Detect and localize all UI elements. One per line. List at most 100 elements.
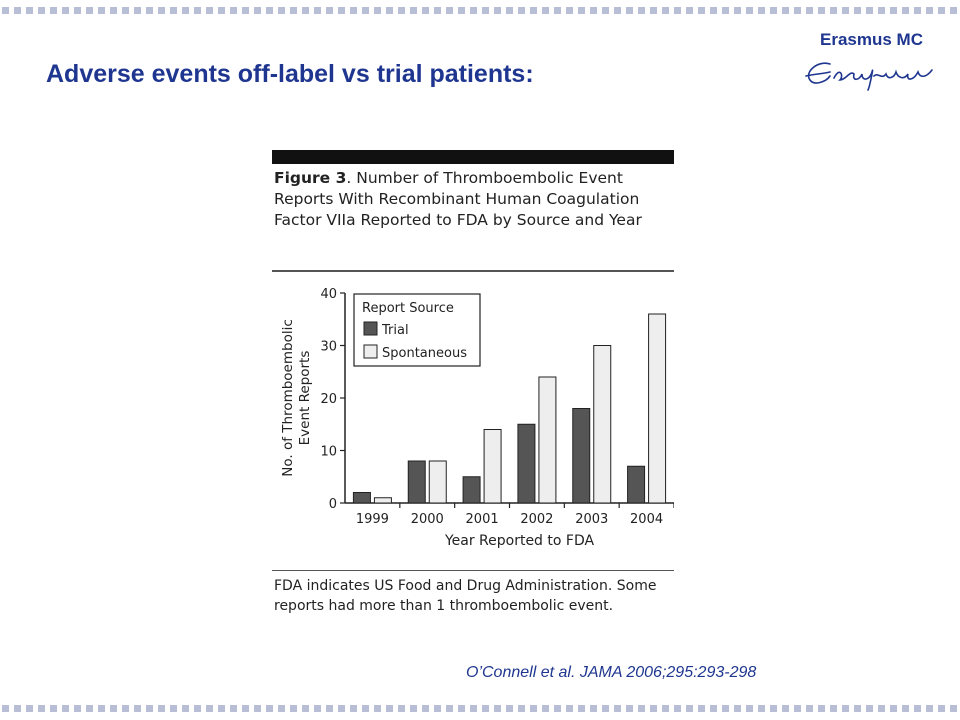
x-tick-label: 2003 [575, 512, 608, 527]
bar-trial-2003 [572, 408, 591, 504]
border-dot [170, 705, 177, 712]
border-dot [386, 705, 393, 712]
border-dot [530, 7, 537, 14]
bar-spontaneous-2003 [593, 345, 612, 504]
border-dot [638, 7, 645, 14]
border-dot [854, 705, 861, 712]
y-tick-label: 30 [320, 340, 337, 355]
border-dot [98, 7, 105, 14]
bar-spontaneous-1999 [373, 497, 392, 504]
border-dot [674, 705, 681, 712]
border-dot [302, 7, 309, 14]
border-dot [434, 7, 441, 14]
x-tick-label: 2004 [630, 512, 663, 527]
border-dot [74, 7, 81, 14]
border-dot [794, 7, 801, 14]
border-dot [206, 705, 213, 712]
border-dot [470, 7, 477, 14]
border-dot [290, 705, 297, 712]
border-dot [242, 7, 249, 14]
border-dot [554, 705, 561, 712]
border-dot [422, 705, 429, 712]
border-dot [602, 7, 609, 14]
border-dot [494, 705, 501, 712]
border-dot [86, 7, 93, 14]
y-axis-title-line: No. of Thromboembolic [280, 319, 296, 477]
border-dot [554, 7, 561, 14]
figure-caption: Figure 3. Number of Thromboembolic Event… [274, 168, 674, 231]
border-dot [614, 705, 621, 712]
border-dot [398, 705, 405, 712]
figure-footnote: FDA indicates US Food and Drug Administr… [274, 578, 657, 614]
border-dot [518, 705, 525, 712]
y-axis-title-line: Event Reports [297, 351, 313, 446]
border-dot [806, 705, 813, 712]
bar-trial-2002 [517, 423, 536, 504]
border-dot [770, 705, 777, 712]
border-dot [578, 705, 585, 712]
border-dot [182, 7, 189, 14]
border-dot [950, 7, 957, 14]
border-dot [50, 705, 57, 712]
border-dot [722, 7, 729, 14]
border-dot [470, 705, 477, 712]
border-dot [830, 705, 837, 712]
border-dot [770, 7, 777, 14]
bar-spontaneous-2004 [648, 313, 667, 504]
border-dot [134, 7, 141, 14]
border-dot [938, 7, 945, 14]
border-dot [14, 705, 21, 712]
border-dot [734, 7, 741, 14]
border-dot [278, 705, 285, 712]
border-dot [602, 705, 609, 712]
border-dot [458, 705, 465, 712]
border-dot [794, 705, 801, 712]
border-dot [62, 7, 69, 14]
border-dot [842, 705, 849, 712]
y-tick-label: 40 [320, 287, 337, 302]
border-dot [38, 705, 45, 712]
border-dot [626, 7, 633, 14]
border-dot [158, 705, 165, 712]
border-dot [686, 7, 693, 14]
border-dot [866, 7, 873, 14]
border-dot [530, 705, 537, 712]
border-dot [710, 7, 717, 14]
border-dot [710, 705, 717, 712]
border-dot [518, 7, 525, 14]
border-dot [590, 7, 597, 14]
border-dot [338, 705, 345, 712]
border-dot [566, 7, 573, 14]
border-dot [446, 705, 453, 712]
border-dot [926, 7, 933, 14]
border-dot [86, 705, 93, 712]
border-dot [650, 705, 657, 712]
border-dot [38, 7, 45, 14]
bar-chart: 0 10 20 30 40 No. of Thromboembolic Event Repo… [280, 287, 674, 549]
top-dotted-border [2, 7, 957, 14]
border-dot [506, 7, 513, 14]
border-dot [350, 705, 357, 712]
border-dot [218, 7, 225, 14]
legend-title: Report Source [362, 301, 454, 316]
caption-divider [272, 270, 674, 272]
bar-spontaneous-2000 [428, 460, 447, 504]
border-dot [758, 705, 765, 712]
slide-title: Adverse events off-label vs trial patien… [46, 60, 534, 88]
border-dot [614, 7, 621, 14]
border-dot [638, 705, 645, 712]
border-dot [746, 7, 753, 14]
border-dot [182, 705, 189, 712]
x-tick-label: 2001 [466, 512, 499, 527]
border-dot [110, 7, 117, 14]
border-dot [806, 7, 813, 14]
border-dot [314, 7, 321, 14]
logo-text: Erasmus MC [820, 30, 923, 49]
border-dot [314, 705, 321, 712]
figure-label: Figure 3 [274, 169, 347, 187]
x-tick-label: 2000 [411, 512, 444, 527]
border-dot [830, 7, 837, 14]
border-dot [14, 7, 21, 14]
border-dot [254, 7, 261, 14]
border-dot [482, 7, 489, 14]
